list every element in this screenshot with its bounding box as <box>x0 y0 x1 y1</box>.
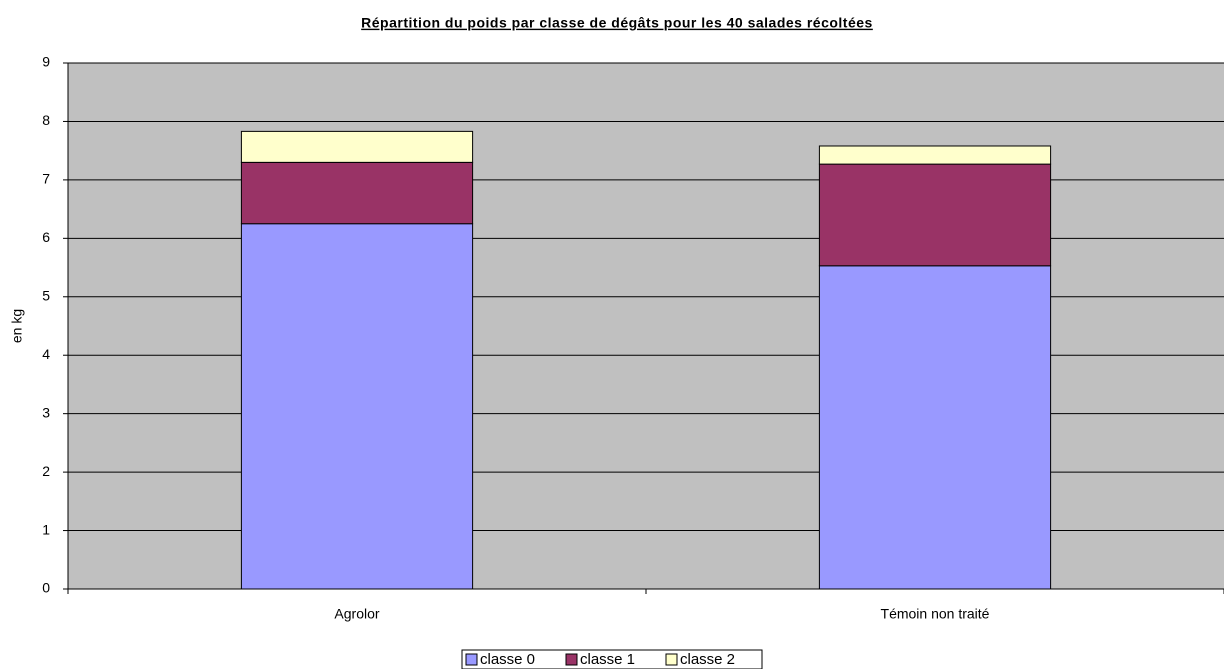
y-tick-label: 3 <box>42 404 50 420</box>
y-tick-label: 5 <box>42 287 50 303</box>
x-tick-label: Témoin non traité <box>881 606 990 622</box>
legend-label: classe 0 <box>480 651 535 668</box>
y-axis-label: en kg <box>9 309 25 343</box>
bar-segment <box>818 265 1052 590</box>
x-tick-label: Agrolor <box>334 606 379 622</box>
legend-swatch <box>565 653 578 666</box>
y-tick-label: 7 <box>42 171 50 187</box>
bar-segment <box>240 223 474 590</box>
y-tick-label: 2 <box>42 463 50 479</box>
chart-title: Répartition du poids par classe de dégât… <box>361 15 873 31</box>
y-tick-label: 6 <box>42 229 50 245</box>
legend-swatch <box>665 653 678 666</box>
bar-segment <box>240 161 474 225</box>
legend-swatch <box>465 653 478 666</box>
y-tick-label: 4 <box>42 346 50 362</box>
legend-label: classe 2 <box>680 651 735 668</box>
bar-segment <box>818 163 1052 267</box>
y-tick-label: 9 <box>42 54 50 70</box>
bar-segment <box>240 130 474 163</box>
legend-box <box>461 649 763 669</box>
bar-segment <box>818 145 1052 165</box>
y-tick-label: 0 <box>42 580 50 596</box>
y-tick-label: 1 <box>42 521 50 537</box>
legend-label: classe 1 <box>580 651 635 668</box>
y-tick-label: 8 <box>42 112 50 128</box>
